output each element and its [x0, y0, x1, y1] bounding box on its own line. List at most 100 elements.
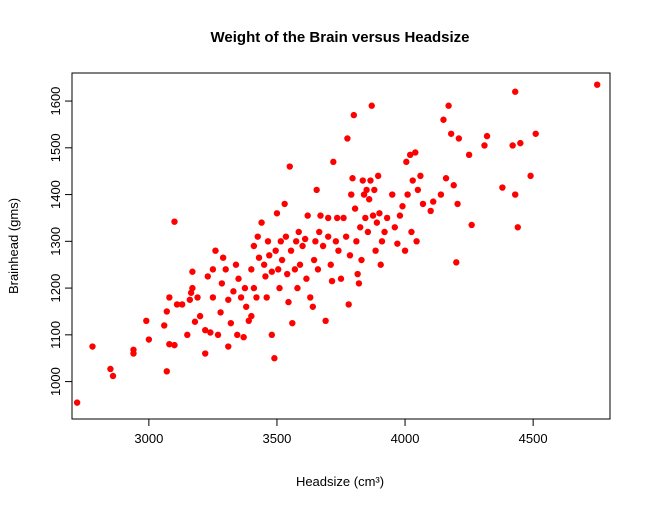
data-point — [346, 252, 354, 259]
data-point — [417, 172, 424, 180]
data-point — [272, 247, 279, 254]
data-point — [359, 177, 366, 184]
data-point — [342, 233, 350, 240]
data-point — [454, 200, 461, 208]
data-point — [109, 372, 117, 380]
data-point — [532, 130, 539, 137]
data-point — [285, 298, 292, 306]
data-point — [260, 261, 268, 268]
data-point — [250, 284, 258, 292]
data-point — [227, 319, 235, 327]
data-point — [189, 268, 196, 275]
data-point — [373, 219, 381, 226]
data-point — [468, 221, 475, 229]
data-point — [254, 233, 261, 240]
data-point — [275, 266, 282, 273]
data-point — [340, 214, 347, 222]
data-point — [253, 294, 260, 301]
data-point — [413, 238, 420, 245]
y-tick-label: 1200 — [48, 274, 63, 303]
data-point — [389, 191, 396, 198]
data-point — [517, 139, 524, 147]
data-point — [309, 303, 317, 310]
y-axis-label: Brainhead (gms) — [6, 198, 21, 294]
data-point — [171, 341, 178, 349]
data-point — [196, 312, 204, 320]
data-point — [277, 238, 284, 245]
data-point — [322, 317, 329, 325]
data-point — [362, 214, 369, 222]
data-point — [593, 81, 601, 88]
data-point — [367, 177, 374, 184]
data-point — [440, 116, 447, 123]
data-point — [328, 277, 336, 285]
x-tick-label: 3500 — [262, 431, 291, 446]
data-point — [250, 242, 258, 250]
data-point — [455, 135, 463, 142]
data-point — [345, 301, 352, 308]
data-point — [273, 210, 281, 217]
data-point — [264, 238, 272, 245]
data-point — [234, 331, 241, 339]
data-point — [209, 266, 217, 273]
data-point — [396, 212, 404, 219]
data-point — [312, 238, 319, 245]
y-tick-label: 1400 — [48, 180, 63, 209]
data-point — [406, 151, 414, 159]
data-point — [278, 256, 286, 264]
data-point — [163, 308, 170, 315]
data-point — [344, 135, 351, 142]
y-axis: 1000 1100 1200 1300 1400 1500 1600 — [48, 87, 72, 396]
data-point — [403, 158, 410, 166]
data-point — [327, 261, 334, 268]
y-tick-label: 1100 — [48, 321, 63, 349]
data-point — [225, 343, 232, 350]
data-point — [296, 261, 304, 268]
chart-title: Weight of the Brain versus Headsize — [211, 29, 470, 46]
data-point — [324, 233, 332, 240]
data-point — [360, 191, 368, 198]
data-point — [237, 294, 245, 301]
plot-area-frame — [71, 72, 611, 420]
data-point — [357, 224, 364, 231]
data-point — [286, 163, 293, 170]
data-point — [445, 102, 452, 109]
data-point — [412, 149, 419, 156]
data-point — [191, 318, 199, 325]
data-point — [430, 198, 437, 205]
data-point — [248, 312, 255, 320]
data-point — [240, 333, 247, 341]
y-tick-label: 1000 — [48, 367, 63, 396]
x-tick-label: 3000 — [134, 431, 163, 446]
data-point — [173, 301, 181, 308]
data-point — [394, 240, 401, 247]
data-point — [282, 233, 290, 240]
data-point — [184, 331, 191, 339]
data-point — [303, 275, 310, 282]
data-point — [391, 224, 398, 231]
data-point — [130, 346, 137, 353]
data-point — [365, 196, 373, 203]
data-point — [348, 191, 355, 198]
data-point — [276, 284, 283, 292]
data-point — [337, 275, 345, 282]
data-point — [243, 303, 250, 310]
x-axis: 3000 3500 4000 4500 — [134, 419, 548, 446]
data-point — [262, 273, 269, 280]
data-point — [202, 326, 209, 334]
data-point — [219, 254, 227, 261]
data-point — [299, 242, 306, 250]
data-point — [527, 172, 534, 180]
data-point — [372, 247, 379, 254]
data-point — [333, 214, 341, 222]
y-tick-label: 1500 — [48, 133, 63, 162]
data-point — [218, 280, 226, 287]
data-point — [399, 203, 406, 210]
data-point — [248, 266, 255, 273]
data-point — [217, 309, 224, 316]
data-point — [209, 294, 217, 301]
data-point — [383, 214, 391, 222]
data-point — [364, 228, 372, 236]
data-point — [266, 252, 273, 259]
